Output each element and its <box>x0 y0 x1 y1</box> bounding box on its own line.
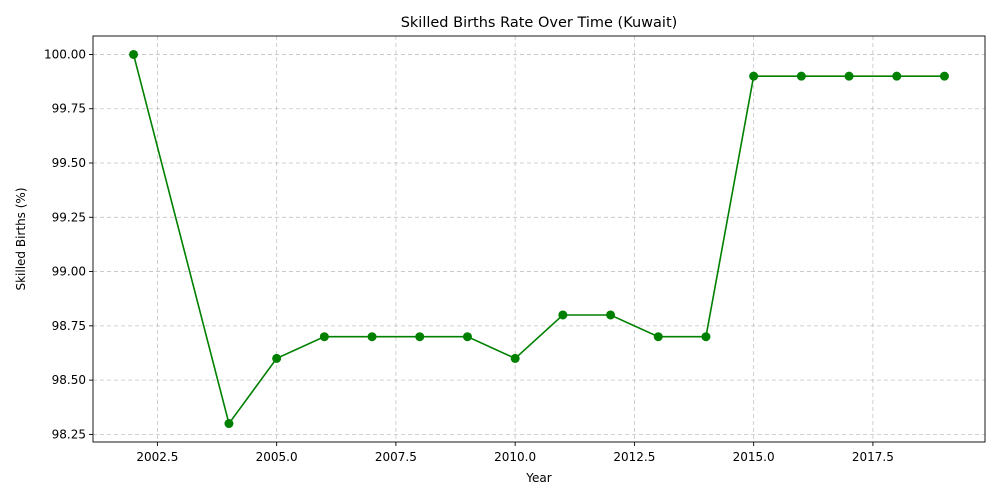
data-point <box>606 310 616 320</box>
data-point <box>462 332 472 342</box>
x-axis-label: Year <box>525 471 551 485</box>
x-tick-label: 2005.0 <box>256 450 298 464</box>
data-point <box>701 332 711 342</box>
y-tick-label: 99.50 <box>52 156 86 170</box>
x-tick-label: 2017.5 <box>852 450 894 464</box>
x-tick-label: 2002.5 <box>136 450 178 464</box>
data-point <box>415 332 425 342</box>
x-tick-label: 2012.5 <box>613 450 655 464</box>
y-axis: 98.25 98.50 98.75 99.00 99.25 99.50 99.75 100.0… <box>44 47 93 441</box>
x-axis: 2002.5 2005.0 2007.5 2010.0 2012.5 2015.0 2017… <box>136 442 894 464</box>
x-tick-label: 2007.5 <box>375 450 417 464</box>
data-point <box>129 49 139 59</box>
data-point <box>367 332 377 342</box>
data-point <box>796 71 806 81</box>
y-tick-label: 99.25 <box>52 210 86 224</box>
data-point <box>510 353 520 363</box>
data-point <box>749 71 759 81</box>
y-tick-label: 98.50 <box>52 373 86 387</box>
data-point <box>272 353 282 363</box>
data-point <box>939 71 949 81</box>
data-point <box>844 71 854 81</box>
x-tick-label: 2015.0 <box>733 450 775 464</box>
chart-title: Skilled Births Rate Over Time (Kuwait) <box>401 15 678 31</box>
data-point <box>319 332 329 342</box>
y-tick-label: 99.75 <box>52 102 86 116</box>
data-point <box>558 310 568 320</box>
y-tick-label: 98.75 <box>52 319 86 333</box>
series-line <box>132 54 945 426</box>
y-tick-label: 100.00 <box>44 47 86 61</box>
data-point <box>224 419 234 429</box>
grid <box>93 36 985 442</box>
data-series <box>129 49 949 429</box>
y-tick-label: 98.25 <box>52 427 86 441</box>
plot-frame <box>92 35 986 443</box>
x-tick-label: 2010.0 <box>494 450 536 464</box>
y-tick-label: 99.00 <box>52 265 86 279</box>
data-point <box>892 71 902 81</box>
y-axis-label: Skilled Births (%) <box>14 187 28 290</box>
data-point <box>653 332 663 342</box>
